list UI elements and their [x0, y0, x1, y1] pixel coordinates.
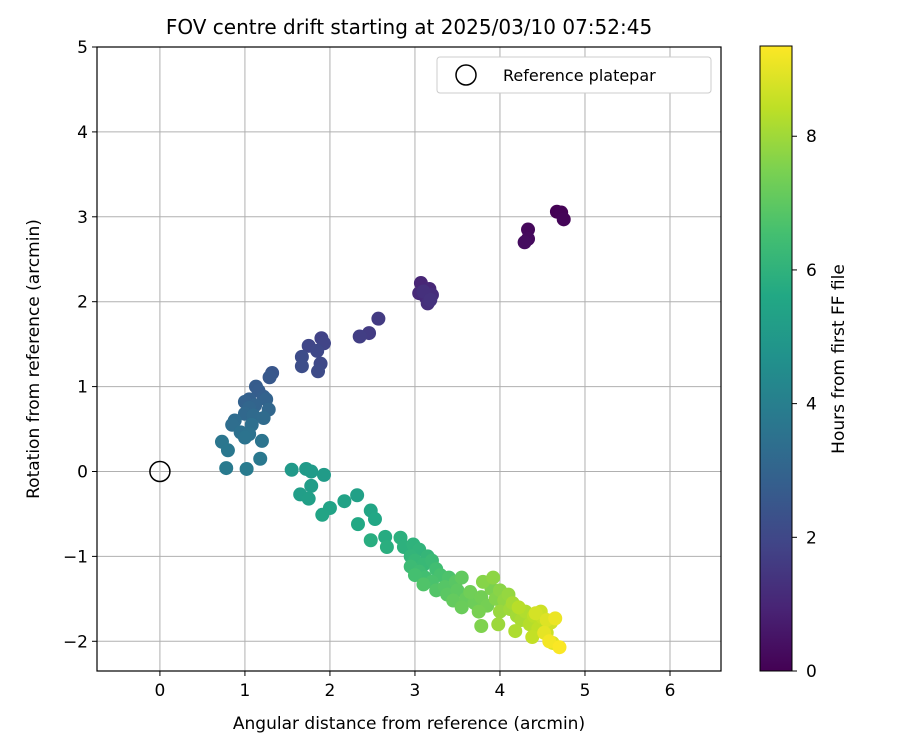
colorbar-tick-label: 2	[806, 528, 817, 548]
data-point	[542, 634, 557, 649]
grid	[97, 46, 721, 671]
data-points	[214, 204, 571, 655]
x-tick-label: 1	[240, 681, 251, 701]
data-point	[304, 478, 319, 493]
data-point	[350, 517, 365, 532]
data-point	[284, 462, 299, 477]
legend-marker	[455, 64, 477, 86]
data-point	[552, 640, 567, 655]
data-point	[294, 359, 309, 374]
data-point	[371, 311, 386, 326]
y-axis-label: Rotation from reference (arcmin)	[24, 219, 44, 499]
y-tick-label: 3	[77, 208, 88, 228]
x-tick-label: 4	[495, 681, 506, 701]
colorbar-gradient	[759, 45, 793, 672]
data-point	[310, 343, 325, 358]
data-point	[262, 370, 277, 385]
y-tick-label: −1	[63, 547, 88, 567]
data-point	[525, 630, 540, 645]
x-tick-label: 5	[580, 681, 591, 701]
data-point	[337, 494, 352, 509]
data-point	[316, 467, 331, 482]
data-point	[471, 604, 486, 619]
data-point	[254, 433, 269, 448]
x-tick-label: 6	[665, 681, 676, 701]
data-point	[350, 488, 365, 503]
data-point	[416, 577, 431, 592]
colorbar-tick-label: 6	[806, 261, 817, 281]
data-point	[517, 235, 532, 250]
data-point	[256, 411, 271, 426]
y-tick-label: 2	[77, 293, 88, 313]
data-point	[528, 606, 543, 621]
data-point	[463, 585, 478, 600]
x-tick-label: 2	[325, 681, 336, 701]
colorbar-ticks: 0 2 4 6 8	[792, 127, 817, 682]
y-tick-label: 0	[77, 462, 88, 482]
data-point	[239, 461, 254, 476]
data-point	[491, 617, 506, 632]
data-point	[454, 600, 469, 615]
data-point	[548, 611, 563, 626]
data-point	[511, 600, 526, 615]
data-point	[253, 451, 268, 466]
x-tick-label: 3	[410, 681, 421, 701]
plot-frame	[96, 46, 722, 672]
x-tick-label: 0	[154, 681, 165, 701]
data-point	[363, 533, 378, 548]
colorbar-label: Hours from first FF file	[829, 264, 849, 454]
y-axis-ticks: −2 −1 0 1 2 3 4 5	[63, 38, 97, 652]
data-point	[352, 329, 367, 344]
colorbar: 0 2 4 6 8 Hours from first FF file	[759, 45, 849, 682]
data-point	[423, 292, 438, 307]
chart-title: FOV centre drift starting at 2025/03/10 …	[166, 15, 652, 39]
data-point	[219, 461, 234, 476]
data-point	[474, 619, 489, 634]
y-tick-label: −2	[63, 632, 88, 652]
data-point	[237, 430, 252, 445]
y-tick-label: 4	[77, 123, 88, 143]
y-tick-label: 5	[77, 38, 88, 58]
legend-label: Reference platepar	[503, 66, 656, 85]
x-axis-label: Angular distance from reference (arcmin)	[233, 714, 585, 734]
reference-platepar-marker	[149, 460, 171, 483]
colorbar-tick-label: 4	[806, 395, 817, 415]
data-point	[556, 212, 571, 227]
y-tick-label: 1	[77, 378, 88, 398]
legend: Reference platepar	[436, 56, 712, 94]
data-point	[301, 491, 316, 506]
colorbar-tick-label: 0	[806, 662, 817, 682]
data-point	[311, 364, 326, 379]
data-point	[407, 568, 422, 583]
data-point	[220, 443, 235, 458]
legend-box	[436, 56, 712, 94]
data-point	[304, 464, 319, 479]
x-axis-ticks: 0 1 2 3 4 5 6	[154, 671, 675, 701]
data-point	[315, 507, 330, 522]
data-point	[508, 624, 523, 639]
data-point	[367, 512, 382, 527]
colorbar-tick-label: 8	[806, 127, 817, 147]
data-point	[379, 540, 394, 555]
data-point	[454, 570, 469, 585]
data-point	[486, 570, 501, 585]
